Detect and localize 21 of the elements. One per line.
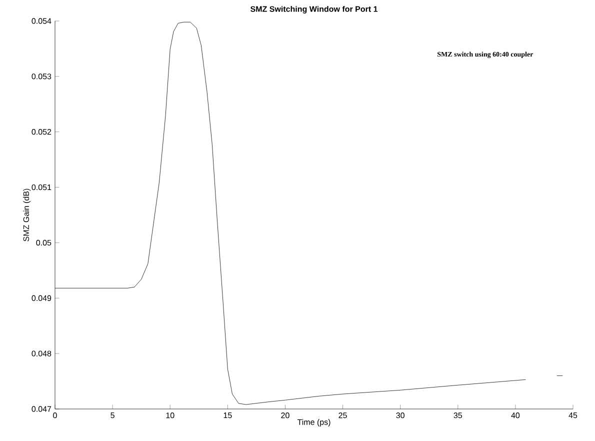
x-tick-label: 0 xyxy=(53,412,57,418)
x-tick-label: 25 xyxy=(338,412,347,418)
y-tick-label: 0.053 xyxy=(32,74,52,80)
y-tick-label: 0.052 xyxy=(32,129,52,135)
y-tick-label: 0.054 xyxy=(32,18,52,24)
x-tick-label: 20 xyxy=(281,412,290,418)
x-tick-label: 45 xyxy=(568,412,578,418)
chart-title: SMZ Switching Window for Port 1 xyxy=(250,6,378,14)
y-tick-label: 0.049 xyxy=(32,295,52,301)
y-tick-label: 0.05 xyxy=(36,240,52,246)
x-tick-label: 5 xyxy=(110,412,114,418)
x-tick-label: 15 xyxy=(224,412,232,418)
x-axis-title: Time (ps) xyxy=(297,419,330,427)
x-tick-label: 40 xyxy=(511,412,520,418)
x-tick-label: 30 xyxy=(396,412,404,418)
y-tick-label: 0.047 xyxy=(32,406,52,412)
x-tick-label: 10 xyxy=(166,412,174,418)
y-tick-label: 0.051 xyxy=(32,184,52,190)
y-tick-label: 0.048 xyxy=(32,350,52,356)
x-tick-label: 35 xyxy=(454,412,462,418)
y-axis-title: SMZ Gain (dB) xyxy=(23,188,31,242)
